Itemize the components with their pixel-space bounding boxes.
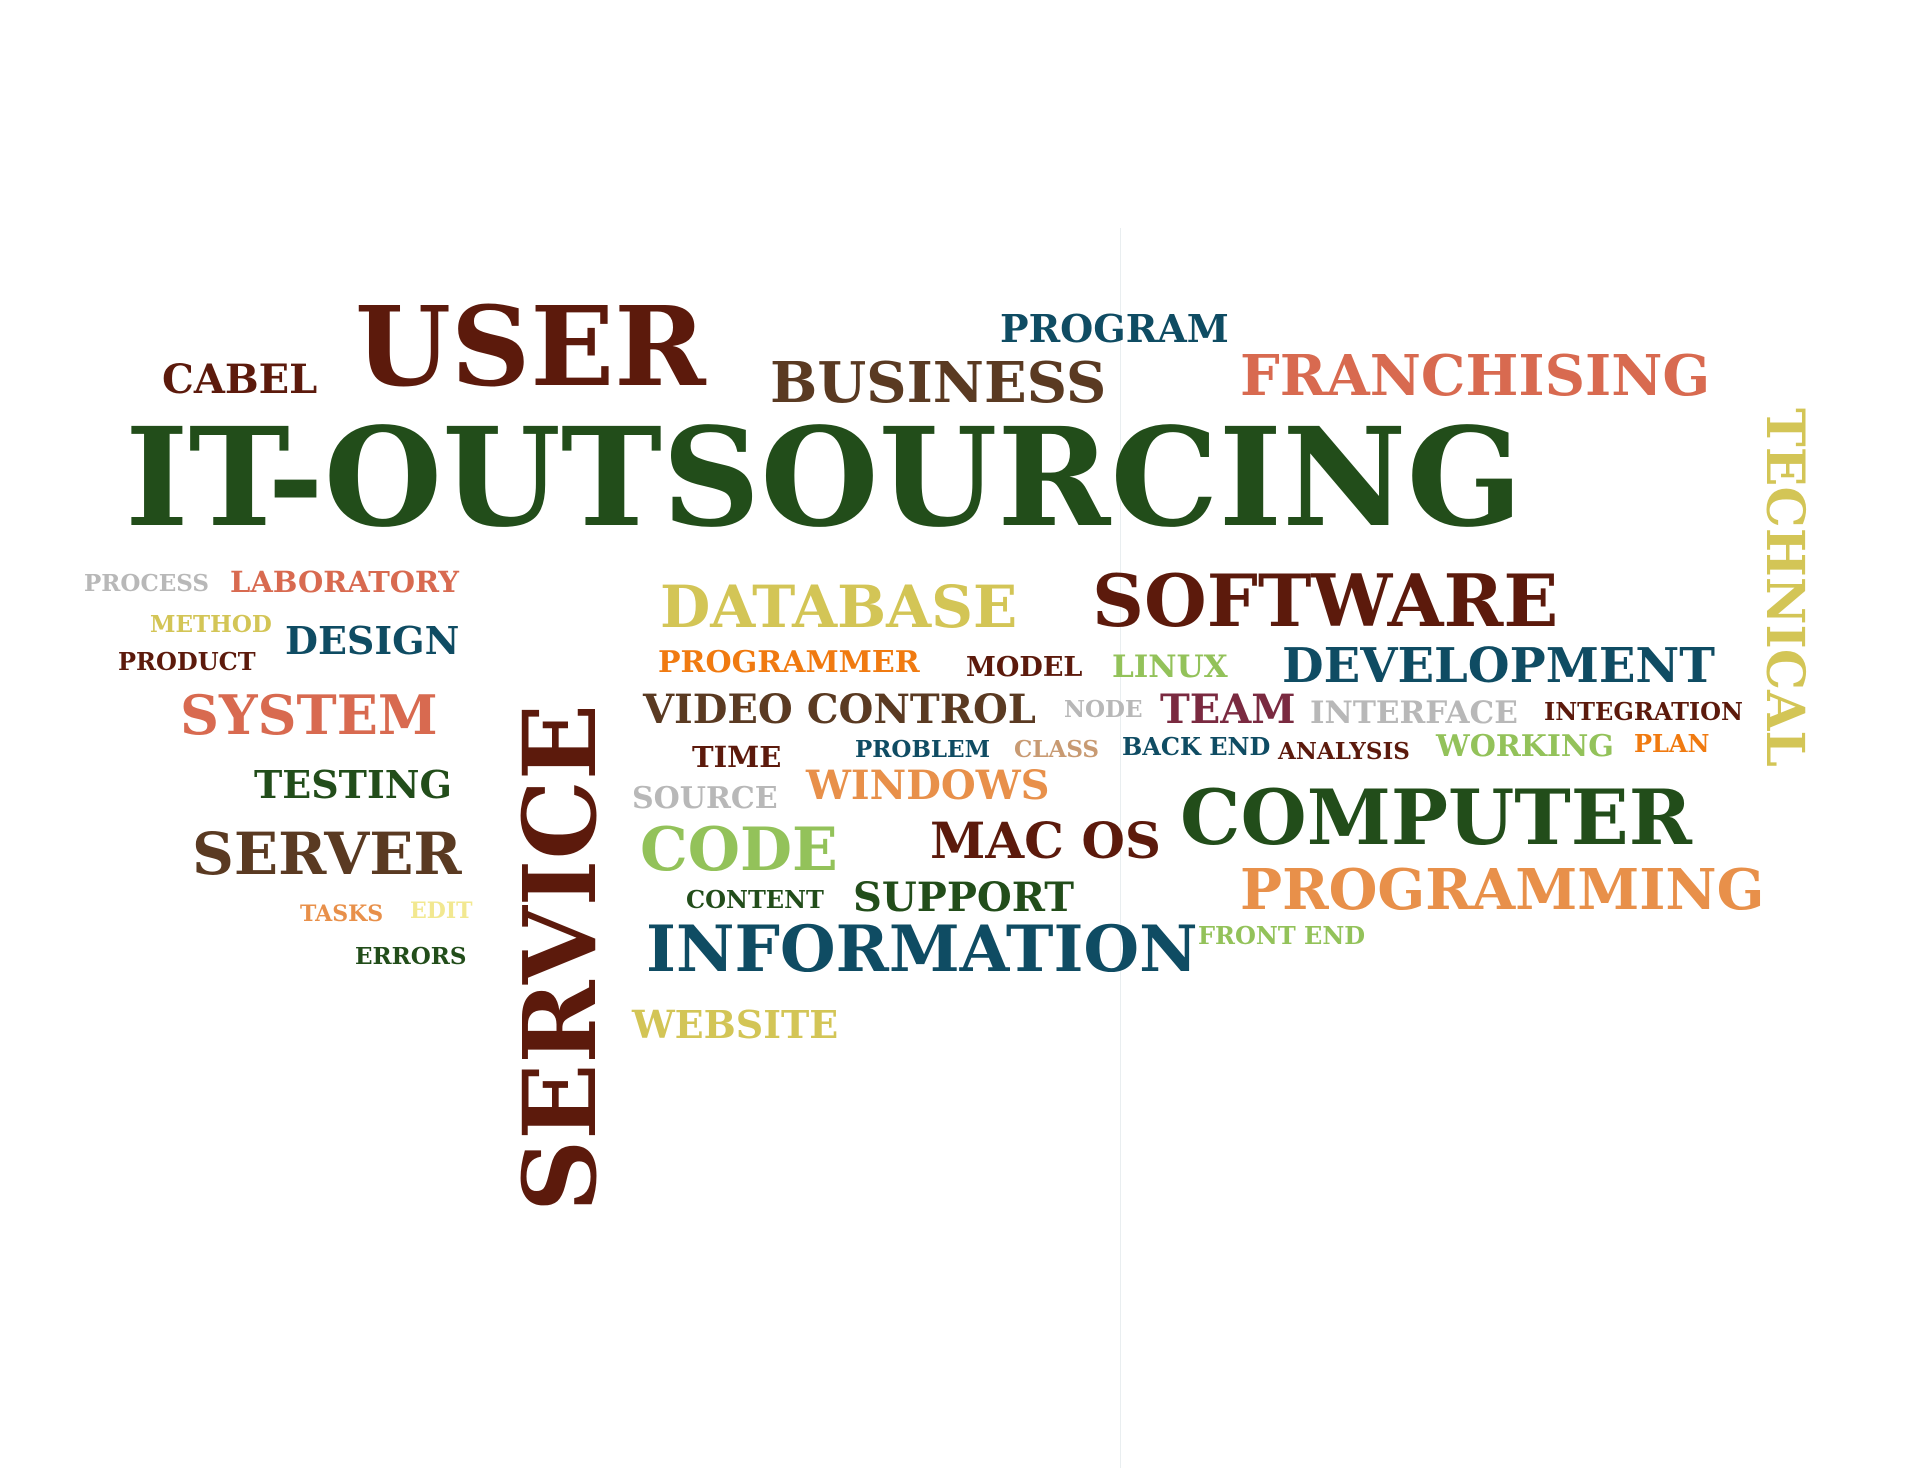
word-errors: ERRORS bbox=[355, 943, 467, 970]
word-team: TEAM bbox=[1160, 686, 1296, 733]
word-time: TIME bbox=[692, 740, 782, 774]
word-edit: EDIT bbox=[410, 898, 473, 924]
word-program: PROGRAM bbox=[1000, 306, 1229, 351]
word-source: SOURCE bbox=[632, 781, 778, 816]
word-plan: PLAN bbox=[1634, 729, 1710, 758]
word-programming: PROGRAMMING bbox=[1240, 857, 1765, 923]
word-laboratory: LABORATORY bbox=[230, 565, 459, 599]
word-tasks: TASKS bbox=[300, 901, 384, 927]
word-product: PRODUCT bbox=[118, 647, 256, 676]
word-problem: PROBLEM bbox=[855, 736, 991, 763]
word-development: DEVELOPMENT bbox=[1282, 638, 1716, 694]
word-windows: WINDOWS bbox=[806, 762, 1050, 809]
word-support: SUPPORT bbox=[853, 874, 1075, 921]
word-computer: COMPUTER bbox=[1180, 773, 1692, 862]
word-system: SYSTEM bbox=[180, 683, 438, 747]
word-code: CODE bbox=[640, 815, 838, 885]
word-testing: TESTING bbox=[254, 762, 452, 807]
word-database: DATABASE bbox=[660, 573, 1018, 641]
word-linux: LINUX bbox=[1112, 649, 1228, 685]
word-method: METHOD bbox=[150, 611, 272, 638]
word-service: SERVICE bbox=[501, 703, 619, 1212]
word-business: BUSINESS bbox=[770, 350, 1107, 416]
word-programmer: PROGRAMMER bbox=[658, 645, 920, 680]
word-server: SERVER bbox=[192, 820, 462, 888]
word-class: CLASS bbox=[1014, 736, 1100, 763]
word-content: CONTENT bbox=[686, 885, 824, 914]
word-technical: TECHNICAL bbox=[1754, 408, 1815, 767]
word-website: WEBSITE bbox=[632, 1002, 839, 1047]
word-working: WORKING bbox=[1436, 729, 1614, 764]
word-process: PROCESS bbox=[84, 570, 209, 597]
word-video-control: VIDEO CONTROL bbox=[643, 686, 1036, 733]
divider-line bbox=[1120, 228, 1121, 1468]
word-cabel: CABEL bbox=[162, 356, 318, 403]
word-integration: INTEGRATION bbox=[1544, 697, 1743, 726]
word-information: INFORMATION bbox=[646, 912, 1198, 987]
word-back-end: BACK END bbox=[1122, 732, 1271, 761]
word-node: NODE bbox=[1064, 696, 1143, 723]
word-front-end: FRONT END bbox=[1198, 921, 1366, 950]
word-franchising: FRANCHISING bbox=[1240, 343, 1711, 409]
word-mac-os: MAC OS bbox=[930, 811, 1162, 870]
word-analysis: ANALYSIS bbox=[1278, 738, 1410, 765]
word-user: USER bbox=[355, 282, 706, 411]
word-design: DESIGN bbox=[285, 618, 460, 663]
word-software: SOFTWARE bbox=[1092, 558, 1559, 643]
word-it-outsourcing: IT-OUTSOURCING bbox=[125, 398, 1523, 558]
word-interface: INTERFACE bbox=[1310, 695, 1518, 731]
word-model: MODEL bbox=[966, 652, 1083, 683]
